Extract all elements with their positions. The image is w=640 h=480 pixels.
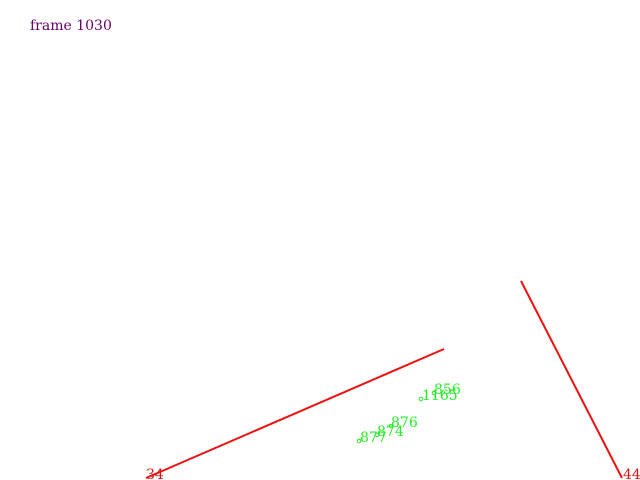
point-marker-874 xyxy=(374,432,380,438)
segment-label-44: 44 xyxy=(623,467,640,480)
segment-34 xyxy=(145,348,445,479)
point-label-856: 856 xyxy=(434,382,461,398)
segment-label-34: 34 xyxy=(146,467,164,480)
point-marker-877 xyxy=(356,438,362,444)
point-label-877: 877 xyxy=(360,430,387,446)
point-label-876: 876 xyxy=(391,415,418,431)
point-marker-856 xyxy=(431,390,437,396)
points-layer xyxy=(356,390,437,444)
point-marker-1165 xyxy=(418,396,424,402)
frame-label: frame 1030 xyxy=(30,18,112,34)
segment-unlabeled xyxy=(520,280,623,479)
segments-layer xyxy=(145,280,623,479)
point-marker-876 xyxy=(388,423,394,429)
point-label-874: 874 xyxy=(377,424,404,440)
point-label-1165: 1165 xyxy=(422,388,458,404)
